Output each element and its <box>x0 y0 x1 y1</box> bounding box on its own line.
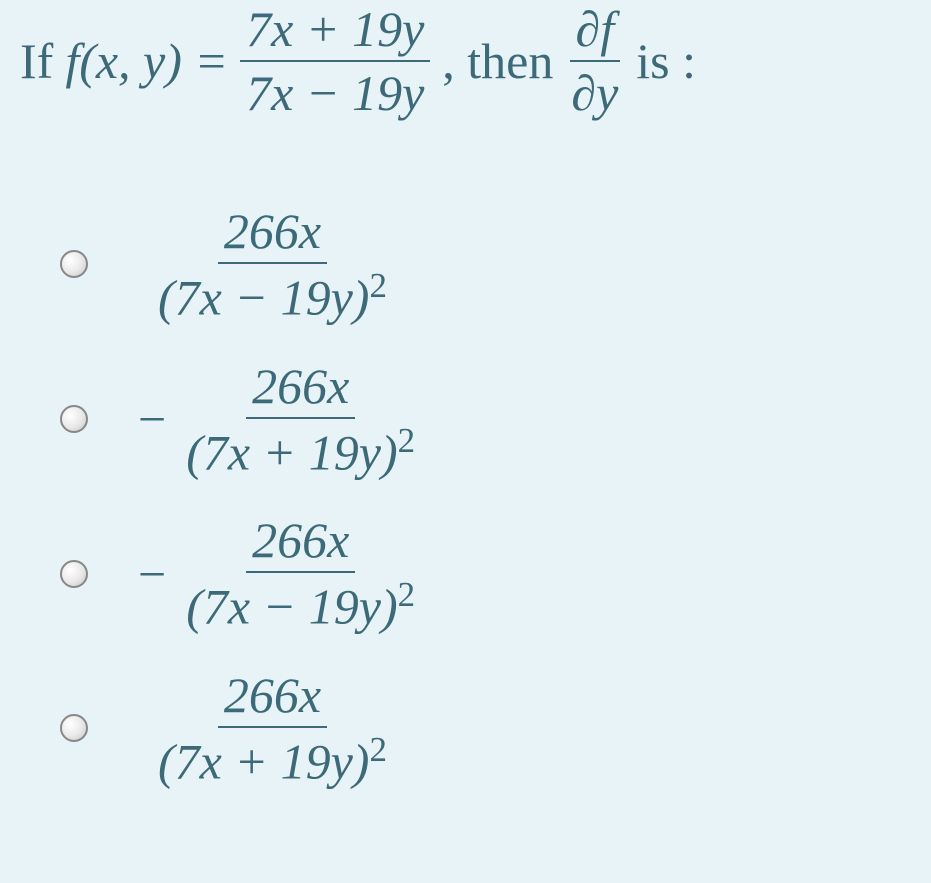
question-prompt: If f(x, y) = 7x + 19y 7x − 19y , then ∂f… <box>0 0 931 122</box>
options-list: 266x (7x − 19y)2 − 266x (7x + 19y)2 <box>0 202 931 791</box>
option-row[interactable]: 266x (7x − 19y)2 <box>60 202 931 327</box>
option-math: 266x (7x − 19y)2 <box>138 202 393 327</box>
option-den: (7x − 19y)2 <box>152 264 393 327</box>
question-container: If f(x, y) = 7x + 19y 7x − 19y , then ∂f… <box>0 0 931 791</box>
option-fraction: 266x (7x + 19y)2 <box>152 666 393 791</box>
option-math: − 266x (7x + 19y)2 <box>138 357 421 482</box>
option-math: − 266x (7x − 19y)2 <box>138 511 421 636</box>
option-den: (7x − 19y)2 <box>180 573 421 636</box>
option-den-exp: 2 <box>369 730 387 769</box>
prompt-lhs: f(x, y) = <box>65 32 228 90</box>
option-sign: − <box>138 390 166 448</box>
option-fraction: 266x (7x − 19y)2 <box>152 202 393 327</box>
option-num: 266x <box>218 666 327 728</box>
option-den: (7x + 19y)2 <box>152 728 393 791</box>
option-fraction: 266x (7x + 19y)2 <box>180 357 421 482</box>
prompt-prefix: If <box>20 32 53 90</box>
option-den-base: (7x − 19y) <box>186 579 397 635</box>
prompt-suffix: is : <box>636 32 696 90</box>
option-den: (7x + 19y)2 <box>180 419 421 482</box>
option-row[interactable]: − 266x (7x − 19y)2 <box>60 511 931 636</box>
option-sign: − <box>138 545 166 603</box>
prompt-mid: , then <box>442 32 553 90</box>
option-den-base: (7x − 19y) <box>158 270 369 326</box>
prompt-frac-den: 7x − 19y <box>240 62 430 122</box>
radio-icon[interactable] <box>60 714 88 742</box>
radio-icon[interactable] <box>60 560 88 588</box>
prompt-deriv-den: ∂y <box>565 62 624 122</box>
option-fraction: 266x (7x − 19y)2 <box>180 511 421 636</box>
radio-icon[interactable] <box>60 250 88 278</box>
option-math: 266x (7x + 19y)2 <box>138 666 393 791</box>
prompt-main-fraction: 7x + 19y 7x − 19y <box>240 0 430 122</box>
option-den-exp: 2 <box>398 575 416 614</box>
prompt-derivative-fraction: ∂f ∂y <box>565 0 624 122</box>
option-den-base: (7x + 19y) <box>186 424 397 480</box>
option-num: 266x <box>246 357 355 419</box>
option-den-exp: 2 <box>398 421 416 460</box>
option-den-exp: 2 <box>369 266 387 305</box>
option-row[interactable]: 266x (7x + 19y)2 <box>60 666 931 791</box>
prompt-deriv-num: ∂f <box>570 0 621 62</box>
option-den-base: (7x + 19y) <box>158 734 369 790</box>
option-row[interactable]: − 266x (7x + 19y)2 <box>60 357 931 482</box>
radio-icon[interactable] <box>60 405 88 433</box>
option-num: 266x <box>218 202 327 264</box>
option-num: 266x <box>246 511 355 573</box>
prompt-frac-num: 7x + 19y <box>240 0 430 62</box>
